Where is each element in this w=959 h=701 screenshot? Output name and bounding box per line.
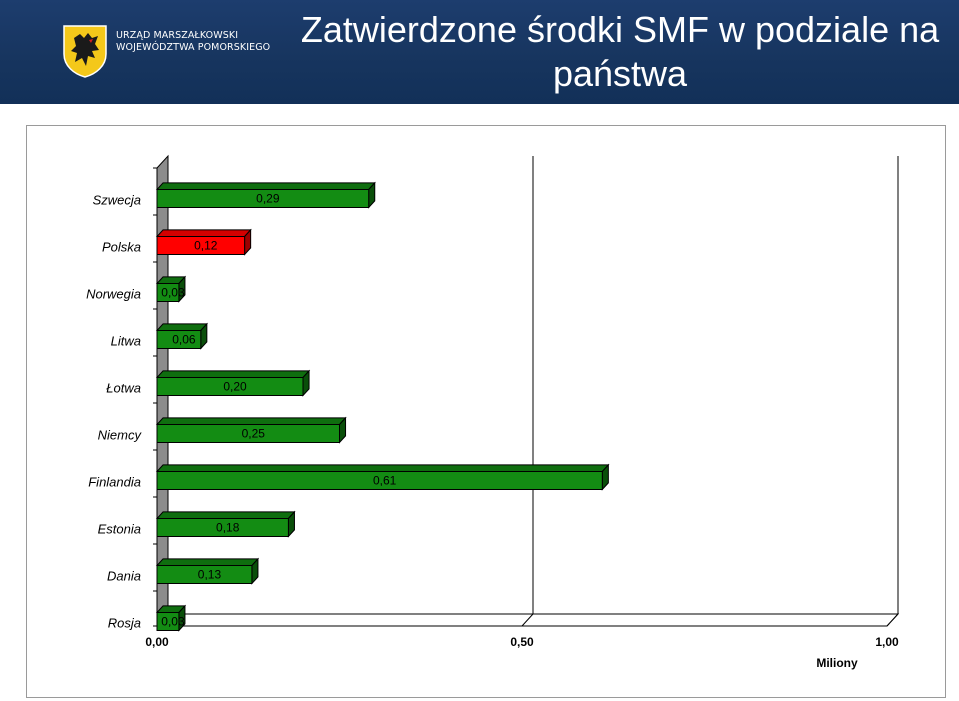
- category-label: Dania: [107, 569, 141, 584]
- data-label: 0,03: [161, 615, 185, 629]
- bar-top: [155, 182, 376, 190]
- category-label: Estonia: [98, 522, 141, 537]
- bar: [156, 518, 289, 537]
- gridline-depth: [886, 613, 899, 627]
- category-label: Niemcy: [98, 428, 143, 443]
- data-label: 0,18: [216, 521, 240, 535]
- bar: [156, 565, 253, 584]
- bar-top: [155, 370, 311, 378]
- organization-name: URZĄD MARSZAŁKOWSKI WOJEWÓDZTWA POMORSKI…: [116, 30, 270, 54]
- category-label: Szwecja: [93, 193, 141, 208]
- bar: [156, 471, 603, 490]
- gridline-depth: [521, 613, 534, 627]
- category-label: Łotwa: [106, 381, 141, 396]
- data-label: 0,03: [161, 286, 185, 300]
- data-label: 0,61: [373, 474, 397, 488]
- bar-top: [155, 558, 260, 566]
- x-tick-label: 0,00: [145, 635, 169, 649]
- data-label: 0,25: [242, 427, 266, 441]
- bar: [156, 330, 202, 349]
- bar-top: [155, 323, 208, 331]
- x-axis-unit-label: Miliony: [816, 656, 858, 670]
- x-tick-label: 1,00: [875, 635, 899, 649]
- bar-top: [155, 417, 347, 425]
- org-name-line2: WOJEWÓDZTWA POMORSKIEGO: [116, 42, 271, 53]
- bar: [156, 612, 180, 631]
- bar-top: [155, 229, 252, 237]
- category-label: Polska: [102, 240, 141, 255]
- data-label: 0,13: [198, 568, 222, 582]
- griffin-coat-of-arms-icon: [63, 25, 107, 78]
- data-label: 0,06: [172, 333, 196, 347]
- chart-frame: 0,29 Szwecja 0,12 Polska 0,03 Norwegia 0,06 Lit…: [26, 125, 946, 698]
- category-label: Rosja: [108, 616, 141, 631]
- data-label: 0,20: [223, 380, 247, 394]
- x-tick-label: 0,50: [510, 635, 534, 649]
- header-banner: URZĄD MARSZAŁKOWSKI WOJEWÓDZTWA POMORSKI…: [0, 0, 959, 104]
- bar: [156, 377, 304, 396]
- data-label: 0,29: [256, 192, 280, 206]
- data-label: 0,12: [194, 239, 218, 253]
- category-label: Litwa: [111, 334, 141, 349]
- category-label: Finlandia: [88, 475, 141, 490]
- bar-chart: 0,29 Szwecja 0,12 Polska 0,03 Norwegia 0,06 Lit…: [86, 154, 900, 670]
- category-label: Norwegia: [86, 287, 141, 302]
- bar-top: [155, 464, 610, 472]
- bar: [156, 283, 180, 302]
- bar: [156, 189, 370, 208]
- bar: [156, 236, 246, 255]
- bar: [156, 424, 340, 443]
- bar-top: [155, 511, 296, 519]
- org-name-line1: URZĄD MARSZAŁKOWSKI: [116, 30, 239, 41]
- slide-title: Zatwierdzone środki SMF w podziale na pa…: [300, 9, 940, 94]
